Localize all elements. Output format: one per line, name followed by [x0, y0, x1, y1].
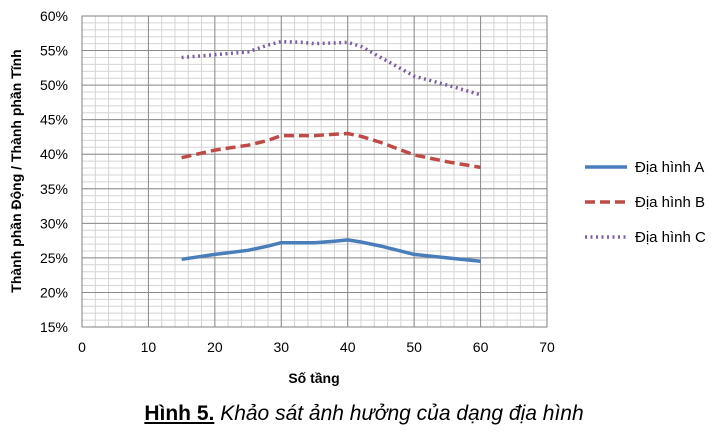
y-tick-label: 30%	[40, 215, 68, 231]
y-tick-label: 20%	[40, 284, 68, 300]
y-tick-label: 45%	[40, 112, 68, 128]
legend-label: Địa hình C	[635, 229, 706, 246]
x-tick-label: 0	[78, 339, 86, 355]
y-tick-label: 50%	[40, 77, 68, 93]
minor-gridlines	[81, 15, 548, 328]
x-tick-label: 40	[340, 339, 356, 355]
y-tick-label: 60%	[40, 8, 68, 24]
legend-label: Địa hình B	[635, 194, 705, 211]
series-line-2	[181, 131, 481, 170]
x-axis-label: Số tầng	[288, 370, 339, 386]
legend: Địa hình A Địa hình B Địa hình C	[585, 159, 706, 246]
x-tick-label: 60	[473, 339, 489, 355]
x-tick-label: 30	[273, 339, 289, 355]
legend-label: Địa hình A	[635, 159, 704, 176]
x-tick-label: 70	[539, 339, 555, 355]
series-lines	[181, 39, 482, 264]
caption-text: Khảo sát ảnh hưởng của dạng địa hình	[214, 402, 584, 425]
y-axis-label: Thành phần Động / Thành phần Tĩnh	[8, 49, 24, 292]
y-tick-label: 35%	[40, 181, 68, 197]
major-gridlines	[81, 15, 548, 328]
plot-area-frame	[81, 15, 548, 328]
line-chart: 0 10 20 30 40 50 60 70 15% 20% 25% 30% 35% 40% 45% 50%…	[8, 8, 706, 386]
series-line-1	[181, 238, 481, 264]
y-tick-label: 40%	[40, 146, 68, 162]
caption-label: Hình 5.	[144, 402, 215, 425]
x-tick-label: 20	[207, 339, 223, 355]
x-tick-label: 50	[406, 339, 422, 355]
y-tick-label: 15%	[40, 319, 68, 335]
figure-caption: Hình 5. Khảo sát ảnh hưởng của dạng địa …	[0, 402, 728, 426]
x-axis-tick-labels: 0 10 20 30 40 50 60 70	[78, 339, 555, 355]
y-axis-tick-labels: 15% 20% 25% 30% 35% 40% 45% 50% 55% 60%	[40, 8, 68, 335]
y-tick-label: 25%	[40, 250, 68, 266]
series-line-3	[181, 39, 482, 97]
y-tick-label: 55%	[40, 43, 68, 59]
x-tick-label: 10	[141, 339, 157, 355]
